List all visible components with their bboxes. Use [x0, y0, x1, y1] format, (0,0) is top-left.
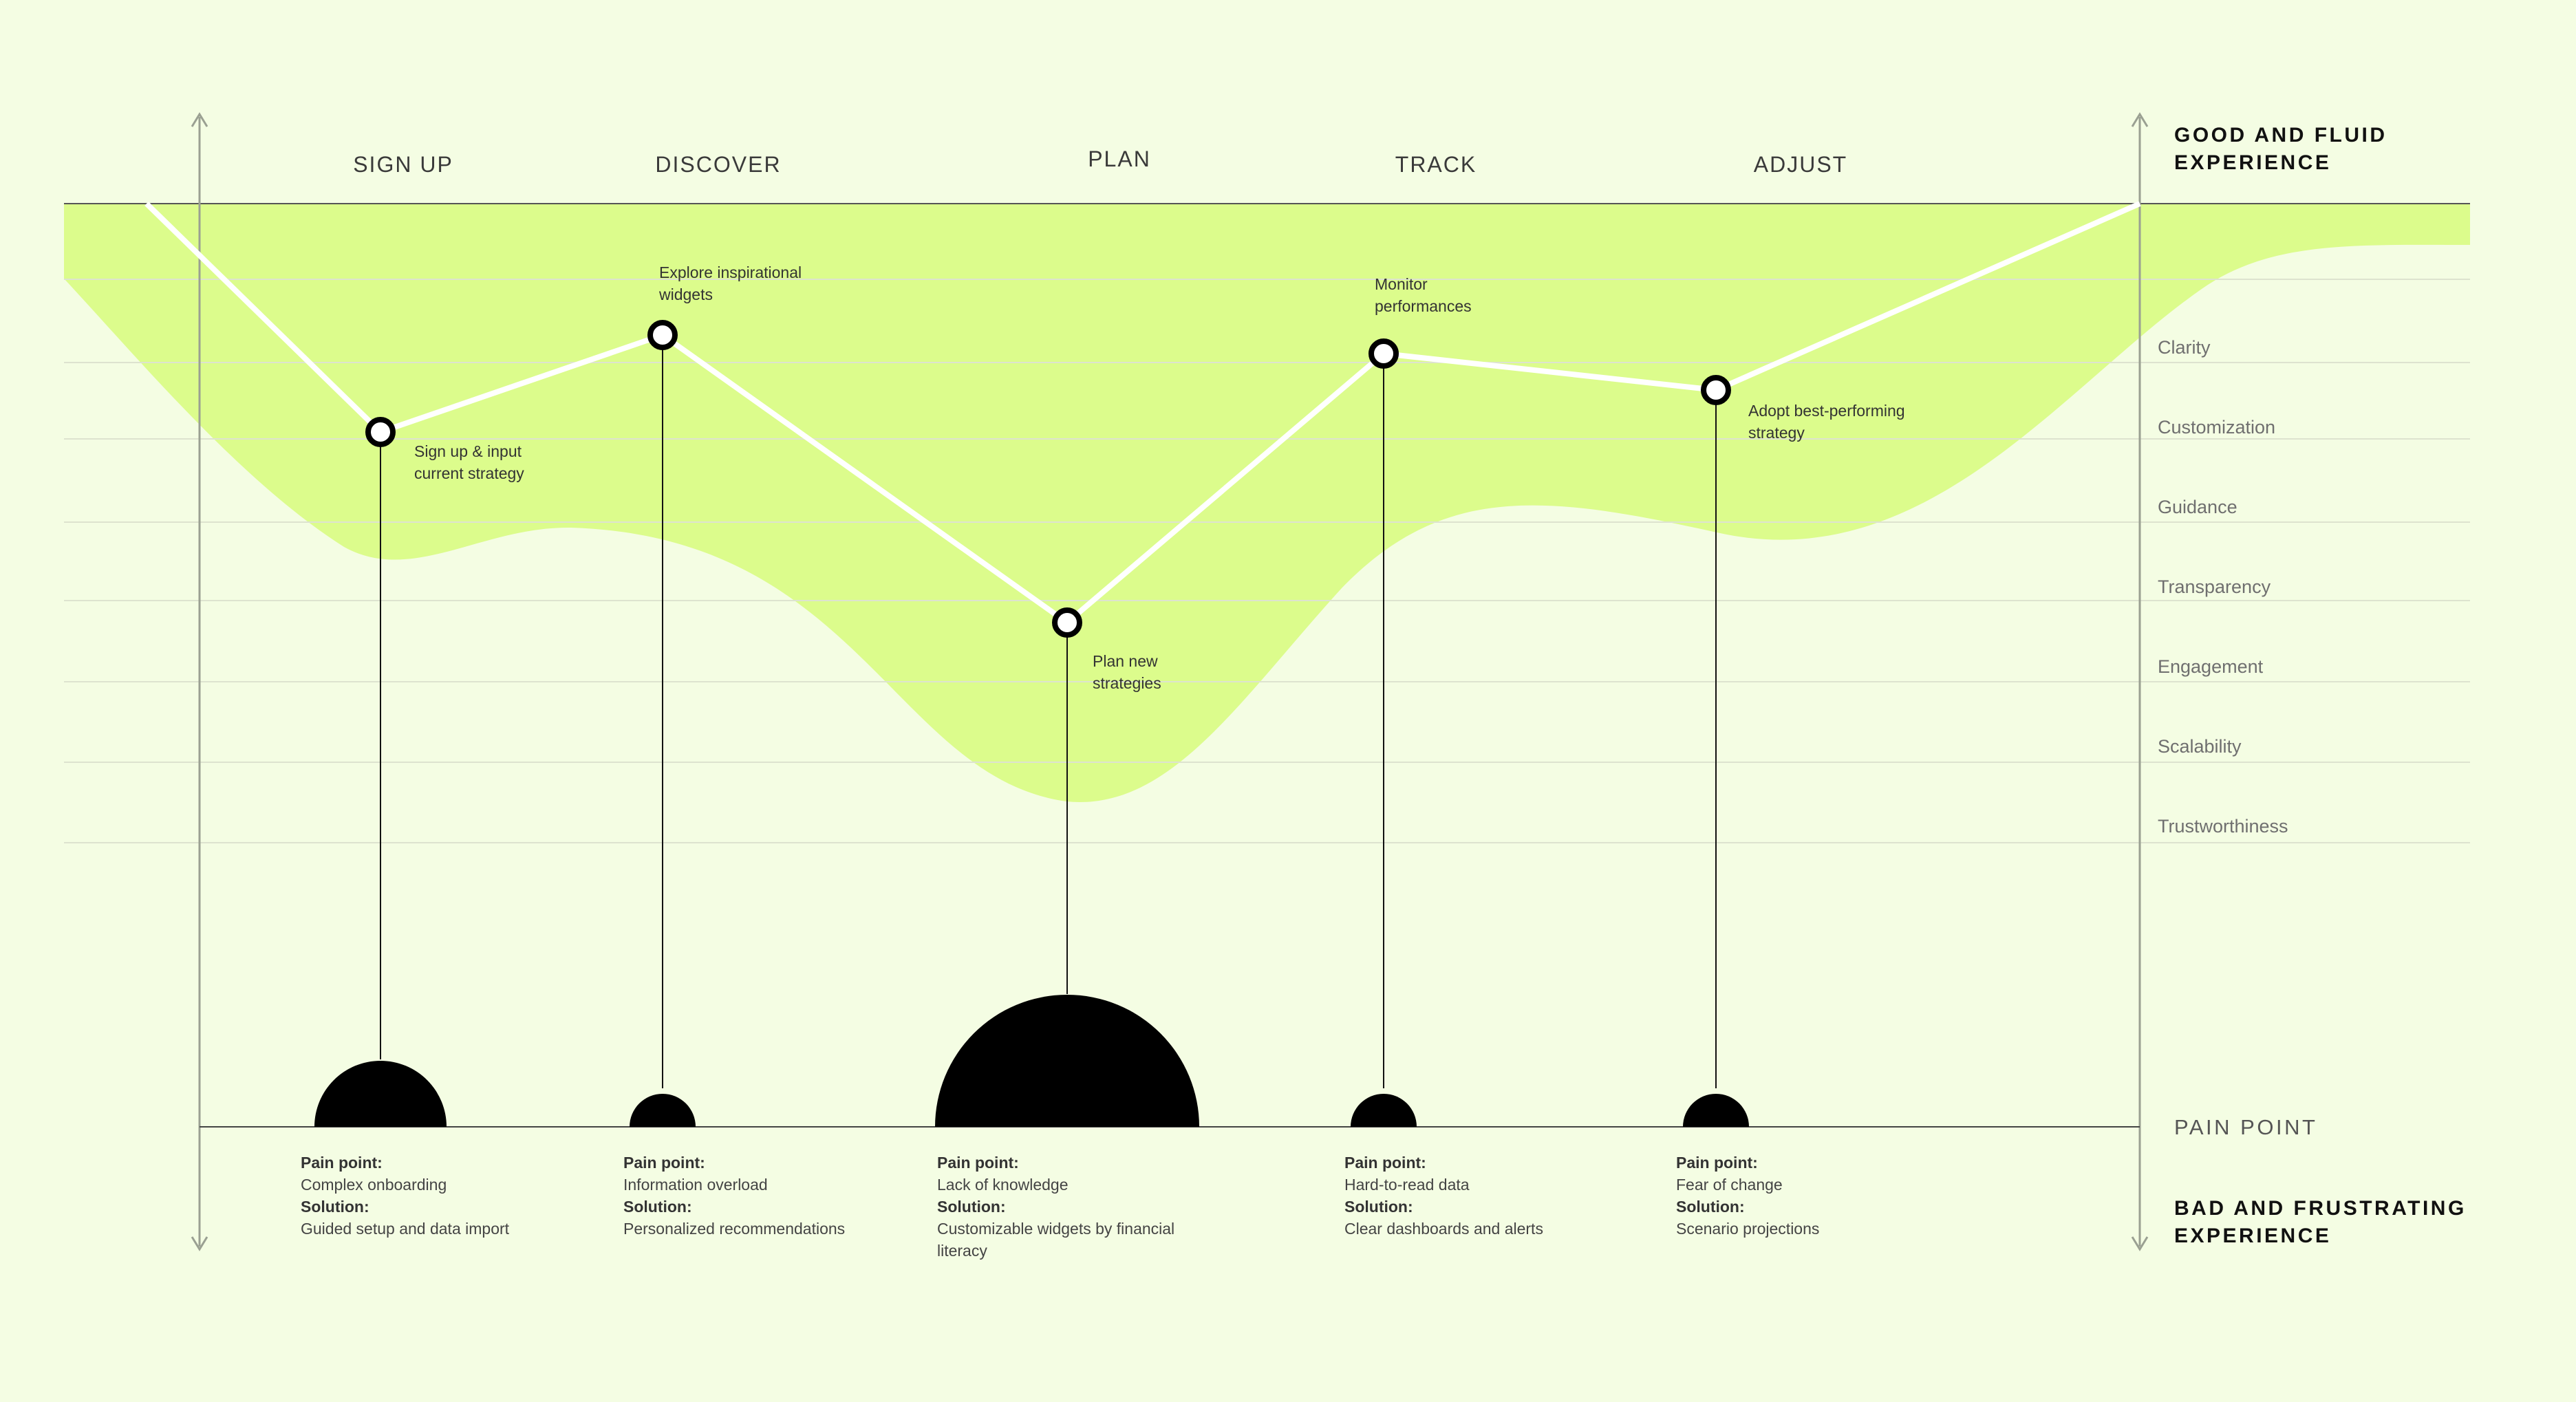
right-axis: [2131, 112, 2149, 1251]
axis-labels: GOOD AND FLUID EXPERIENCE PAIN POINT BAD…: [2174, 124, 2475, 1247]
pain-point-plan: Pain point: Lack of knowledge Solution: …: [937, 1154, 1178, 1260]
step-label-track: Monitor performances: [1375, 275, 1472, 315]
quality-label: Engagement: [2158, 656, 2264, 677]
experience-band: [64, 204, 2470, 802]
quality-label: Trustworthiness: [2158, 816, 2288, 837]
quality-label: Customization: [2158, 417, 2275, 438]
quality-label: Guidance: [2158, 497, 2237, 517]
quality-label: Transparency: [2158, 576, 2271, 597]
step-markers: [365, 320, 1731, 638]
stage-title-plan: PLAN: [1088, 147, 1151, 171]
axis-label-pain-point: PAIN POINT: [2174, 1115, 2317, 1139]
quality-labels: Clarity Customization Guidance Transpare…: [2158, 337, 2288, 837]
pain-point-track: Pain point: Hard-to-read data Solution: …: [1344, 1154, 1543, 1238]
step-label-adjust: Adopt best-performing strategy: [1748, 402, 1909, 442]
drop-lines: [380, 335, 1717, 1088]
grid: [64, 279, 2470, 843]
step-marker: [1052, 607, 1082, 638]
step-label-sign-up: Sign up & input current strategy: [414, 442, 526, 482]
stage-title-adjust: ADJUST: [1754, 152, 1847, 177]
pain-marker: [935, 995, 1199, 1127]
left-axis: [191, 112, 208, 1251]
quality-label: Scalability: [2158, 736, 2242, 757]
stage-title-sign-up: SIGN UP: [353, 152, 453, 177]
axis-label-good: GOOD AND FLUID EXPERIENCE: [2174, 124, 2395, 174]
stage-titles: SIGN UP DISCOVER PLAN TRACK ADJUST: [353, 147, 1847, 177]
step-marker: [365, 417, 396, 447]
pain-marker: [1351, 1094, 1417, 1127]
pain-markers: [314, 995, 1749, 1127]
quality-label: Clarity: [2158, 337, 2211, 358]
pain-point-discover: Pain point: Information overload Solutio…: [623, 1154, 845, 1238]
step-label-discover: Explore inspirational widgets: [658, 263, 806, 303]
pain-marker: [1683, 1094, 1749, 1127]
step-marker: [1701, 375, 1731, 405]
pain-marker: [630, 1094, 696, 1127]
step-marker: [1368, 338, 1399, 369]
step-label-plan: Plan new strategies: [1093, 652, 1162, 692]
step-marker: [647, 320, 678, 350]
stage-title-discover: DISCOVER: [655, 152, 781, 177]
pain-point-sign-up: Pain point: Complex onboarding Solution:…: [301, 1154, 510, 1238]
step-labels: Sign up & input current strategy Explore…: [414, 263, 1909, 692]
pain-point-texts: Pain point: Complex onboarding Solution:…: [301, 1154, 1819, 1260]
pain-marker: [314, 1061, 447, 1127]
stage-title-track: TRACK: [1395, 152, 1477, 177]
axis-label-bad: BAD AND FRUSTRATING EXPERIENCE: [2174, 1197, 2475, 1247]
pain-point-adjust: Pain point: Fear of change Solution: Sce…: [1676, 1154, 1819, 1238]
